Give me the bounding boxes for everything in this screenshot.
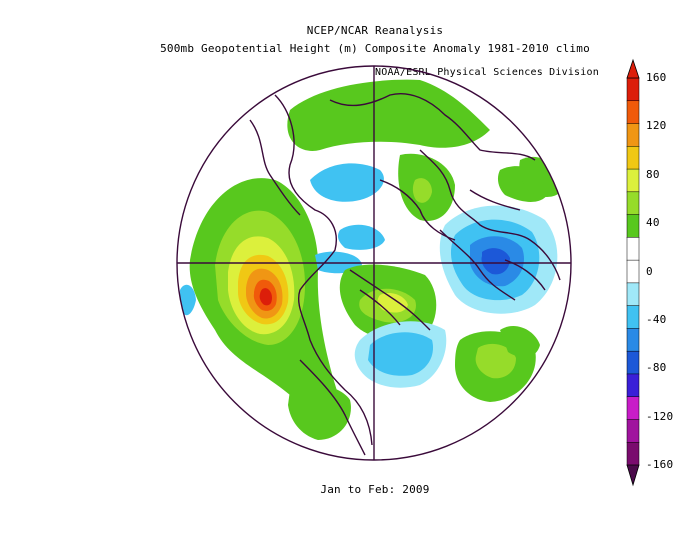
colorbar-top-arrow [626,58,640,79]
map-frame [176,65,572,461]
colorbar-swatch [626,214,640,238]
title-line-1: NCEP/NCAR Reanalysis [306,24,444,37]
colorbar-swatch [626,328,640,352]
colorbar-swatch [626,441,640,466]
colorbar-swatch [626,396,640,421]
colorbar-tick-label: 40 [646,216,660,230]
anomaly-field [179,79,565,440]
colorbar-tick-label: 160 [646,71,667,84]
colorbar-tick-label: 120 [646,119,667,133]
coastlines [249,93,561,456]
colorbar-swatch [626,237,640,261]
period-label: Jan to Feb: 2009 [320,483,430,496]
colorbar-swatch [626,282,640,307]
colorbar-tick-label: -120 [646,409,674,423]
colorbar-swatch [626,305,640,329]
colorbar-tick-label: -40 [646,312,667,326]
colorbar-swatch [626,350,640,375]
title-line-2: 500mb Geopotential Height (m) Composite … [160,42,590,55]
colorbar-tick-label: -80 [646,361,667,375]
colorbar-tick-label: -160 [646,458,674,471]
colorbar-swatch [626,168,640,193]
colorbar-swatch [626,373,640,398]
colorbar-tick-label: 0 [646,264,653,278]
colorbar-swatch [626,100,640,125]
credit-label: NOAA/ESRL Physical Sciences Division [375,67,599,78]
polar-anomaly-map [176,65,572,461]
colorbar-bottom-arrow [626,464,640,487]
colorbar-swatch [626,419,640,443]
colorbar-swatch [626,146,640,170]
colorbar-swatch [626,191,640,216]
colorbar-swatch [626,123,640,147]
colorbar-swatch [626,77,640,102]
colorbar-tick-label: 80 [646,167,660,181]
colorbar-swatch [626,259,640,284]
